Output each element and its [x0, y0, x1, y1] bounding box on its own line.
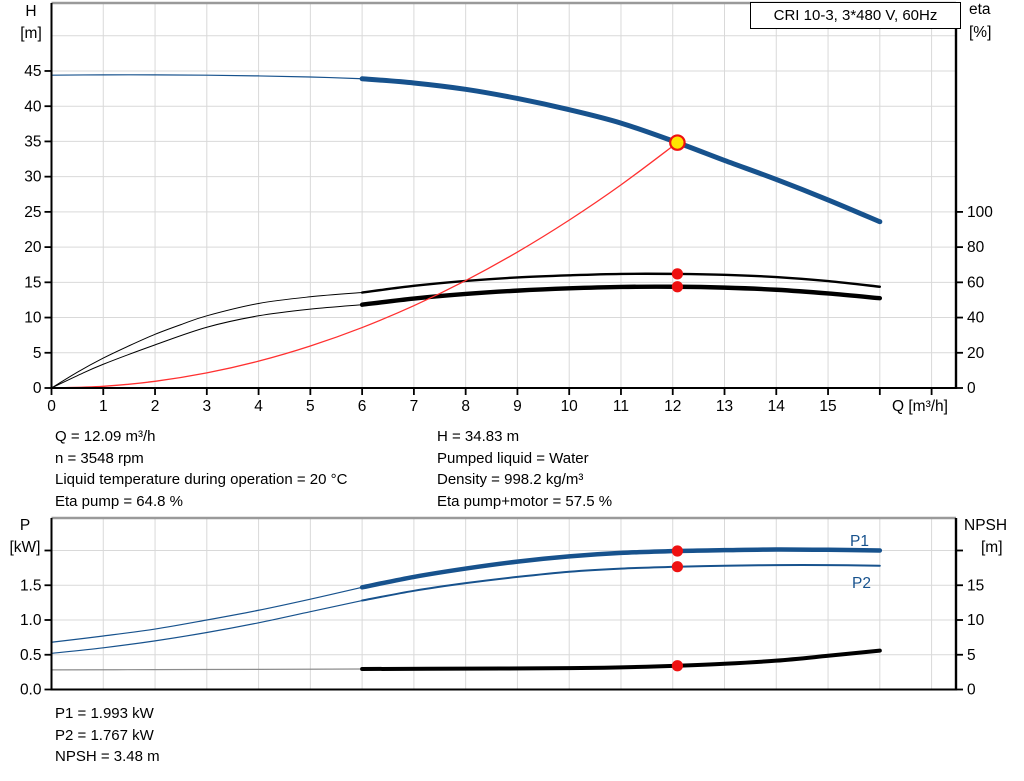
p1-point	[671, 545, 683, 557]
info-line-n: n = 3548 rpm	[55, 449, 144, 467]
y-left-title: H	[25, 3, 36, 20]
p1-curve	[359, 547, 883, 590]
duty-point	[669, 134, 686, 151]
info-line-npsh: NPSH = 3.48 m	[55, 748, 160, 766]
tick-label-right: 5	[967, 647, 976, 664]
y-right-title: NPSH	[964, 517, 1007, 534]
npsh-curve-thin	[50, 668, 363, 671]
info-line-temp: Liquid temperature during operation = 20…	[55, 471, 348, 489]
tick-label-left: 0.5	[20, 647, 42, 664]
tick-label-left: 40	[24, 98, 42, 115]
tick-label-right: 60	[967, 274, 985, 291]
system-curve	[50, 141, 679, 389]
tick-label-x: 3	[202, 398, 211, 415]
eta-pump-motor-point	[671, 281, 683, 293]
tick-label-x: 5	[306, 398, 315, 415]
tick-label-right: 20	[967, 345, 985, 362]
series-label-p2: P2	[852, 575, 871, 592]
info-line-p2: P2 = 1.767 kW	[55, 726, 154, 744]
tick-label-x: 2	[151, 398, 160, 415]
tick-label-x: 13	[716, 398, 733, 415]
npsh-point	[671, 660, 683, 672]
tick-label-x: 10	[561, 398, 579, 415]
info-line-h: H = 34.83 m	[437, 428, 520, 445]
tick-label-x: 12	[664, 398, 681, 415]
y-right-unit: [m]	[981, 539, 1003, 556]
tick-label-x: 8	[461, 398, 470, 415]
eta-pump-motor-curve-thin	[51, 304, 363, 389]
y-left-unit: [kW]	[10, 539, 41, 556]
tick-label-left: 5	[33, 345, 42, 362]
tick-label-x: 11	[613, 398, 629, 415]
eta-pump-point	[671, 268, 683, 280]
tick-label-left: 0.0	[20, 682, 42, 699]
tick-label-right: 0	[967, 380, 976, 397]
y-right-title: eta	[969, 1, 991, 18]
tick-label-left: 25	[24, 204, 41, 221]
tick-label-right: 100	[967, 204, 993, 221]
npsh-curve	[360, 648, 882, 671]
tick-label-left: 30	[24, 169, 42, 186]
tick-label-right: 15	[967, 577, 984, 594]
p2-curve	[361, 564, 881, 602]
p2-curve-thin	[50, 599, 363, 654]
p2-point	[671, 561, 683, 573]
series-label-p1: P1	[850, 533, 869, 550]
info-line-eta-pump: Eta pump = 64.8 %	[55, 493, 183, 511]
tick-label-x: 6	[358, 398, 367, 415]
info-line-eta-total: Eta pump+motor = 57.5 %	[437, 493, 613, 511]
duty-info-left: Q = 12.09 m³/h n = 3548 rpm Liquid tempe…	[55, 426, 347, 513]
tick-label-x: 9	[513, 398, 522, 415]
info-line-p1: P1 = 1.993 kW	[55, 705, 154, 722]
tick-label-left: 20	[24, 239, 42, 256]
pump-title-box: CRI 10-3, 3*480 V, 60Hz	[750, 2, 961, 29]
tick-label-right: 40	[967, 310, 985, 327]
info-line-q: Q = 12.09 m³/h	[55, 428, 156, 445]
tick-label-x: 14	[768, 398, 786, 415]
info-line-density: Density = 998.2 kg/m³	[437, 471, 584, 489]
tick-label-right: 0	[967, 682, 976, 699]
info-line-liquid: Pumped liquid = Water	[437, 449, 589, 467]
tick-label-left: 35	[24, 134, 41, 151]
tick-label-x: 1	[99, 398, 108, 415]
tick-label-left: 15	[24, 274, 41, 291]
pump-title-text: CRI 10-3, 3*480 V, 60Hz	[773, 7, 938, 24]
duty-info-right: H = 34.83 m Pumped liquid = Water Densit…	[437, 426, 612, 513]
tick-label-x: 7	[410, 398, 419, 415]
power-info: P1 = 1.993 kW P2 = 1.767 kW NPSH = 3.48 …	[55, 703, 160, 768]
eta-pump-curve	[360, 272, 882, 294]
y-left-title: P	[20, 517, 30, 534]
tick-label-right: 10	[967, 612, 985, 629]
tick-label-left: 0	[33, 380, 42, 397]
eta-pump-curve-thin	[51, 292, 363, 389]
p1-curve-thin	[50, 586, 363, 643]
tick-label-right: 80	[967, 239, 985, 256]
tick-label-x: 4	[254, 398, 263, 415]
eta-pump-motor-curve	[359, 284, 883, 307]
tick-label-x: 0	[47, 398, 56, 415]
y-left-unit: [m]	[20, 25, 42, 42]
qh-curve-thin	[50, 74, 363, 80]
x-axis-title: Q [m³/h]	[892, 398, 948, 415]
tick-label-left: 1.5	[20, 577, 42, 594]
y-right-unit: [%]	[969, 24, 991, 41]
tick-label-x: 15	[819, 398, 836, 415]
tick-label-left: 45	[24, 63, 41, 80]
tick-label-left: 1.0	[20, 612, 42, 629]
tick-label-left: 10	[24, 310, 42, 327]
qh-curve	[359, 76, 883, 225]
